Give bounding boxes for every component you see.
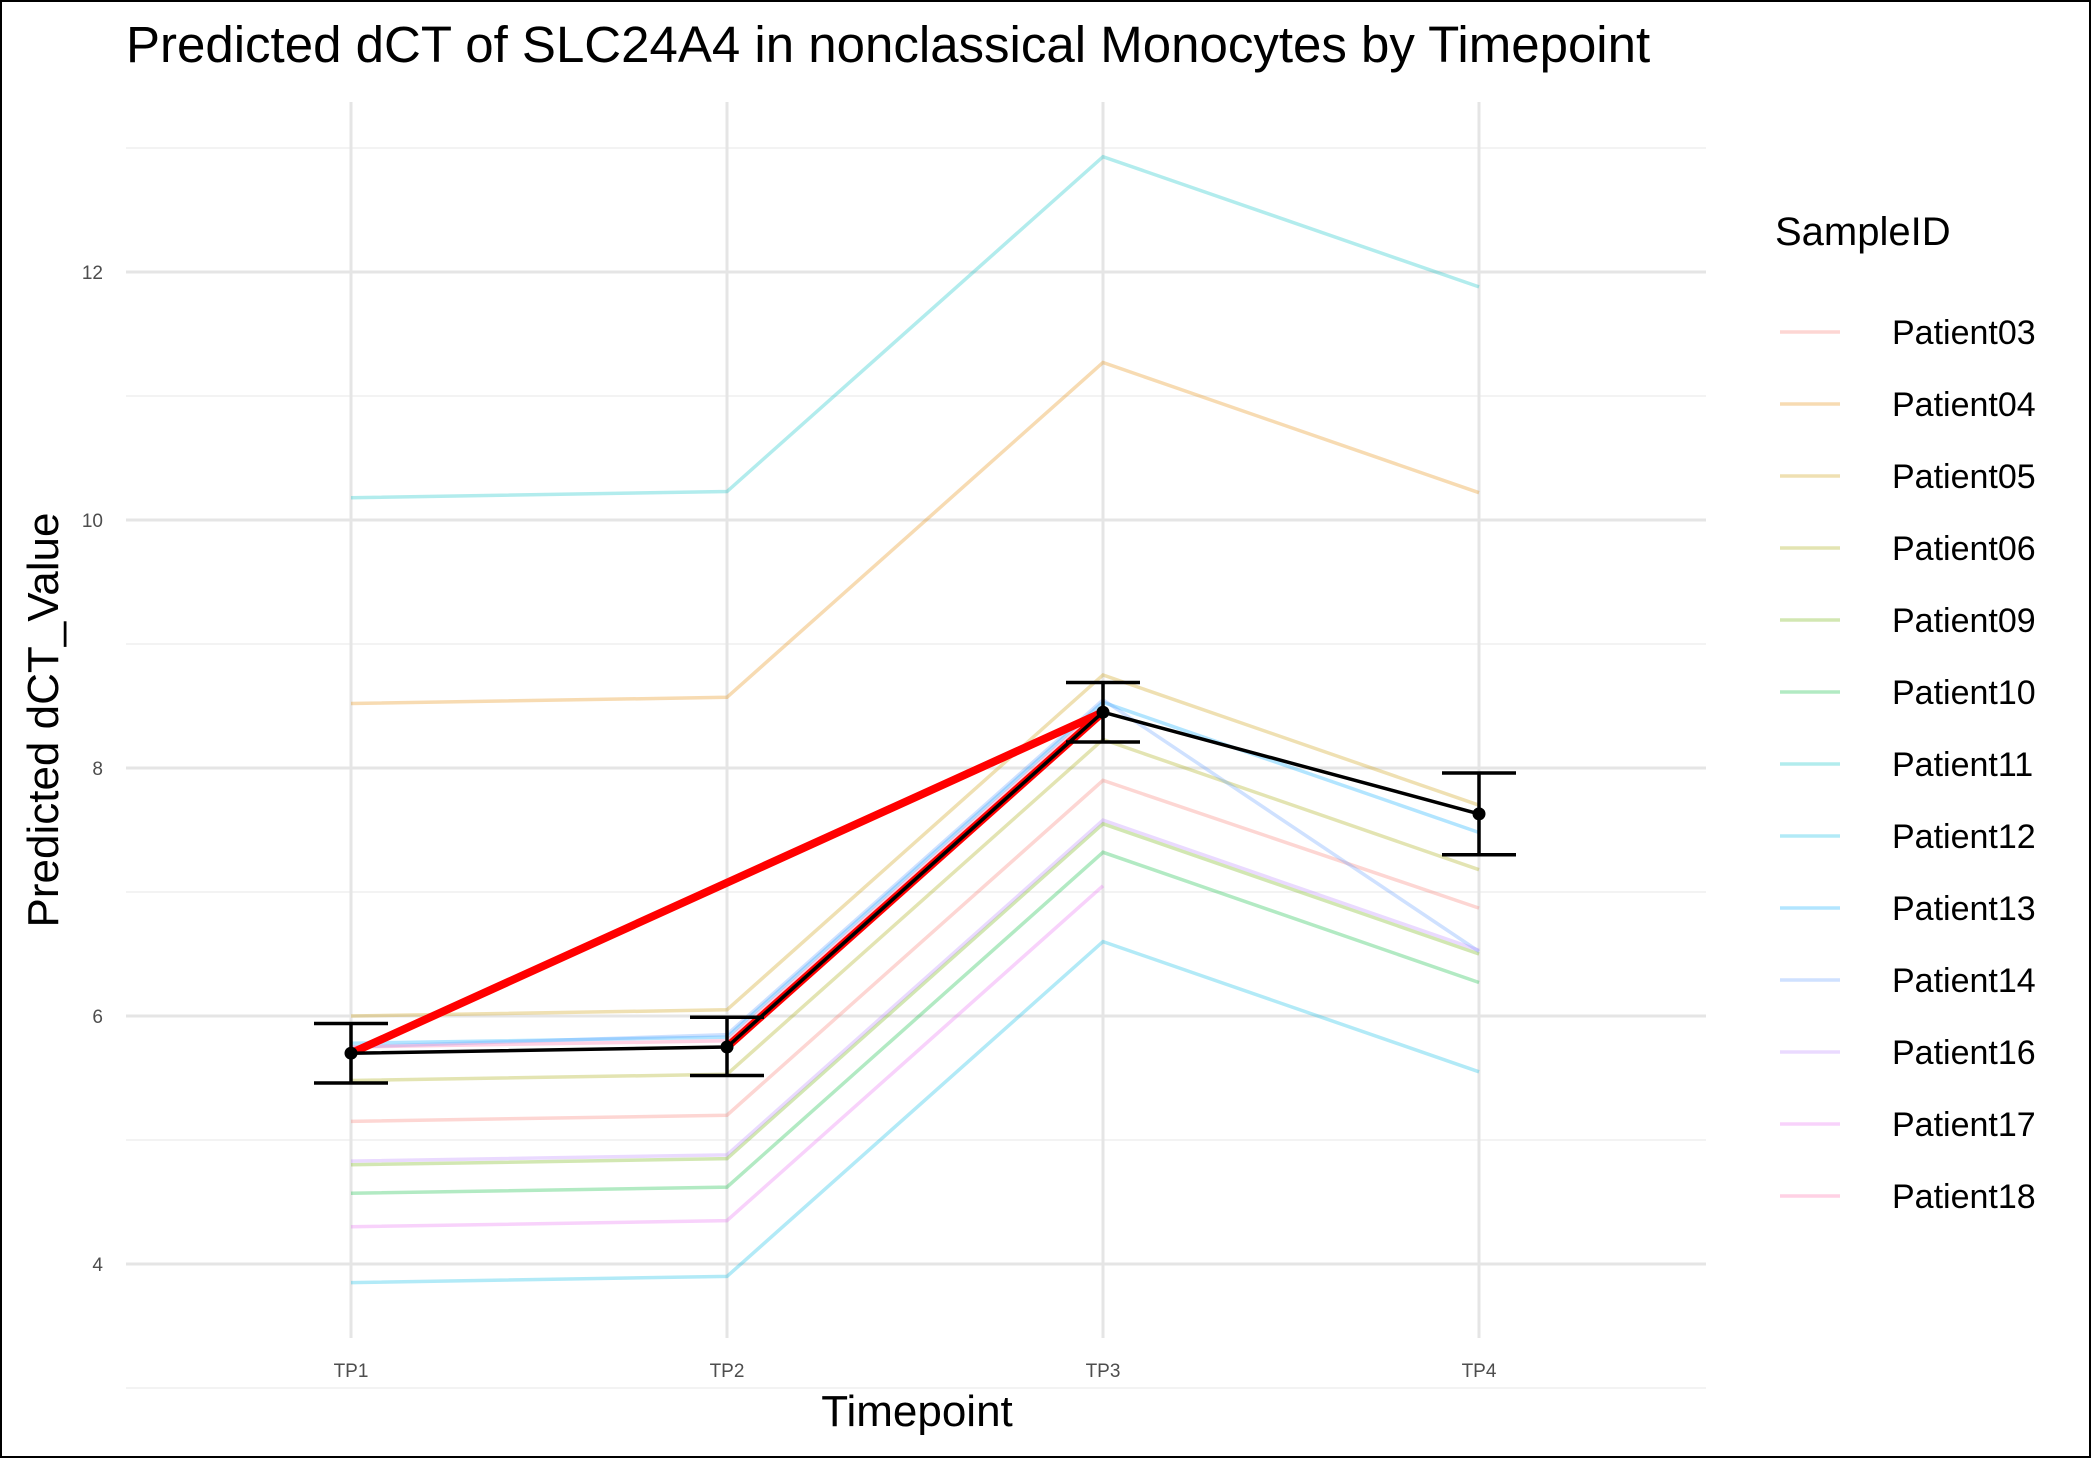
mean-point — [344, 1046, 358, 1060]
x-tick-label: TP3 — [1086, 1361, 1121, 1382]
legend: Patient03 Patient04 Patient05 Patient06 Pati… — [1780, 314, 2036, 1216]
legend-label: Patient13 — [1892, 890, 2036, 928]
legend-label: Patient05 — [1892, 458, 2036, 496]
y-tick-label: 12 — [82, 263, 103, 284]
series-line-patient03 — [350, 778, 1480, 1124]
legend-label: Patient17 — [1892, 1106, 2036, 1144]
mean-line — [314, 680, 1516, 1085]
series-line-patient09 — [350, 821, 1480, 1167]
mean-point — [1096, 705, 1110, 719]
legend-label: Patient11 — [1892, 746, 2033, 784]
legend-label: Patient16 — [1892, 1034, 2036, 1072]
mean-point — [720, 1040, 734, 1054]
series-lines — [350, 154, 1480, 1285]
legend-label: Patient18 — [1892, 1178, 2036, 1216]
x-tick-labels: TP1 TP2 TP3 TP4 — [334, 1361, 1497, 1382]
legend-label: Patient03 — [1892, 314, 2036, 352]
legend-label: Patient06 — [1892, 530, 2036, 568]
legend-label: Patient12 — [1892, 818, 2036, 856]
x-tick-label: TP4 — [1462, 1361, 1497, 1382]
series-line-patient17 — [350, 884, 1105, 1229]
y-tick-label: 10 — [82, 511, 103, 532]
series-line-patient06 — [350, 737, 1480, 1083]
series-line-patient11 — [350, 154, 1480, 500]
y-tick-label: 4 — [92, 1255, 103, 1276]
x-tick-label: TP2 — [710, 1361, 745, 1382]
legend-label: Patient14 — [1892, 962, 2036, 1000]
legend-title: SampleID — [1775, 210, 1951, 254]
legend-label: Patient10 — [1892, 674, 2036, 712]
grid — [126, 102, 1706, 1389]
y-tick-labels: 4 6 8 10 12 — [82, 263, 104, 1276]
series-line-patient16 — [350, 818, 1480, 1163]
series-line-patient04 — [350, 360, 1480, 706]
legend-label: Patient09 — [1892, 602, 2036, 640]
series-line-patient12 — [350, 939, 1480, 1285]
mean-polyline — [350, 710, 1480, 1055]
series-line-patient14 — [350, 697, 1480, 1049]
y-tick-label: 8 — [92, 759, 103, 780]
legend-label: Patient04 — [1892, 386, 2036, 424]
mean-point — [1472, 807, 1486, 821]
series-line-patient13 — [350, 700, 1480, 1046]
series-line-patient10 — [350, 850, 1480, 1196]
y-axis-title: Predicted dCT_Value — [19, 513, 68, 928]
y-tick-label: 6 — [92, 1007, 103, 1028]
x-axis-title: Timepoint — [821, 1387, 1013, 1436]
x-tick-label: TP1 — [334, 1361, 369, 1382]
series-line-patient05 — [350, 673, 1480, 1018]
chart-title: Predicted dCT of SLC24A4 in nonclassical… — [126, 16, 1650, 73]
